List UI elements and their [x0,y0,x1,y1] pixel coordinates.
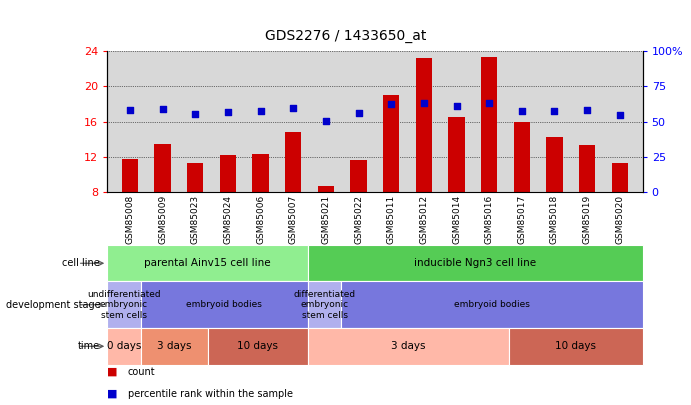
Bar [107,281,140,328]
Bar [416,58,432,263]
Bar [122,159,138,263]
Text: parental Ainv15 cell line: parental Ainv15 cell line [144,258,271,268]
Text: 3 days: 3 days [157,341,191,351]
Bar [308,281,341,328]
Point [190,110,201,117]
Text: ■: ■ [107,389,117,399]
Bar [107,245,308,281]
Text: cell line: cell line [62,258,100,268]
Bar [308,245,643,281]
Bar [513,122,530,263]
Text: GSM85021: GSM85021 [321,195,330,244]
Text: differentiated
embryonic
stem cells: differentiated embryonic stem cells [294,290,356,320]
Text: 3 days: 3 days [391,341,426,351]
Bar [579,145,595,263]
Point [321,117,332,124]
Bar [350,160,367,263]
Point [255,108,266,114]
Point [223,109,234,115]
Point [386,100,397,107]
Bar [612,163,628,263]
Point [516,108,527,114]
Text: GSM85020: GSM85020 [615,195,624,244]
Text: ■: ■ [107,367,117,377]
Point [157,106,168,112]
Point [287,105,299,111]
Text: GSM85008: GSM85008 [126,195,135,244]
Text: GSM85016: GSM85016 [484,195,493,244]
Bar [481,57,498,263]
Text: GSM85023: GSM85023 [191,195,200,244]
Bar [207,328,308,364]
Point [418,100,429,106]
Text: GDS2276 / 1433650_at: GDS2276 / 1433650_at [265,28,426,43]
Text: undifferentiated
embryonic
stem cells: undifferentiated embryonic stem cells [87,290,160,320]
Text: 10 days: 10 days [237,341,278,351]
Bar [252,154,269,263]
Text: GSM85012: GSM85012 [419,195,428,244]
Bar [509,328,643,364]
Bar [187,163,203,263]
Text: GSM85009: GSM85009 [158,195,167,244]
Point [614,112,625,119]
Text: GSM85006: GSM85006 [256,195,265,244]
Text: percentile rank within the sample: percentile rank within the sample [128,389,293,399]
Text: development stage: development stage [6,300,100,310]
Text: GSM85022: GSM85022 [354,195,363,244]
Text: GSM85007: GSM85007 [289,195,298,244]
Text: time: time [78,341,100,351]
Bar [341,281,643,328]
Bar [547,137,562,263]
Point [484,100,495,106]
Bar [448,117,464,263]
Text: embryoid bodies: embryoid bodies [187,300,262,309]
Point [451,103,462,110]
Bar [383,95,399,263]
Text: GSM85024: GSM85024 [223,195,232,244]
Text: GSM85011: GSM85011 [387,195,396,244]
Text: inducible Ngn3 cell line: inducible Ngn3 cell line [414,258,536,268]
Bar [308,328,509,364]
Bar [155,144,171,263]
Point [549,108,560,114]
Text: GSM85017: GSM85017 [518,195,527,244]
Text: GSM85018: GSM85018 [550,195,559,244]
Point [124,107,135,113]
Text: GSM85019: GSM85019 [583,195,591,244]
Text: 10 days: 10 days [555,341,596,351]
Text: 0 days: 0 days [106,341,141,351]
Bar [318,186,334,263]
Text: embryoid bodies: embryoid bodies [454,300,530,309]
Bar [107,328,140,364]
Point [353,109,364,116]
Bar [220,155,236,263]
Text: count: count [128,367,155,377]
Bar [285,132,301,263]
Point [582,107,593,113]
Bar [140,328,207,364]
Text: GSM85014: GSM85014 [452,195,461,244]
Bar [140,281,308,328]
